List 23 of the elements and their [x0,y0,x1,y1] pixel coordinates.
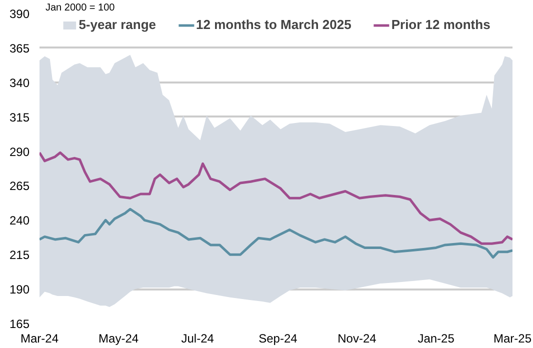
y-tick-label: 240 [9,214,30,228]
y-tick-label: 265 [9,179,30,194]
x-tick-label: Jan-25 [418,332,455,346]
legend-label: 5-year range [78,17,156,32]
x-tick-label: May-24 [98,332,139,346]
y-tick-label: 165 [9,317,30,331]
y-tick-label: 365 [9,41,30,56]
legend-label: Prior 12 months [391,17,490,32]
x-tick-label: Jul-24 [181,332,214,346]
y-tick-label: 390 [9,7,30,21]
y-tick-label: 315 [9,110,30,124]
y-tick-label: 290 [9,144,30,159]
annotation: Jan 2000 = 100 [46,2,116,14]
line-series [40,151,512,245]
y-tick-label: 340 [9,76,30,90]
line-series [40,208,512,259]
x-tick-label: Sep-24 [258,332,298,346]
y-tick-label: 215 [9,248,30,262]
legend-label: 12 months to March 2025 [196,17,352,32]
y-tick-label: 190 [9,282,30,297]
x-tick-label: Mar-24 [20,332,59,346]
x-tick-label: Nov-24 [338,332,377,346]
x-tick-label: Mar-25 [493,332,532,346]
